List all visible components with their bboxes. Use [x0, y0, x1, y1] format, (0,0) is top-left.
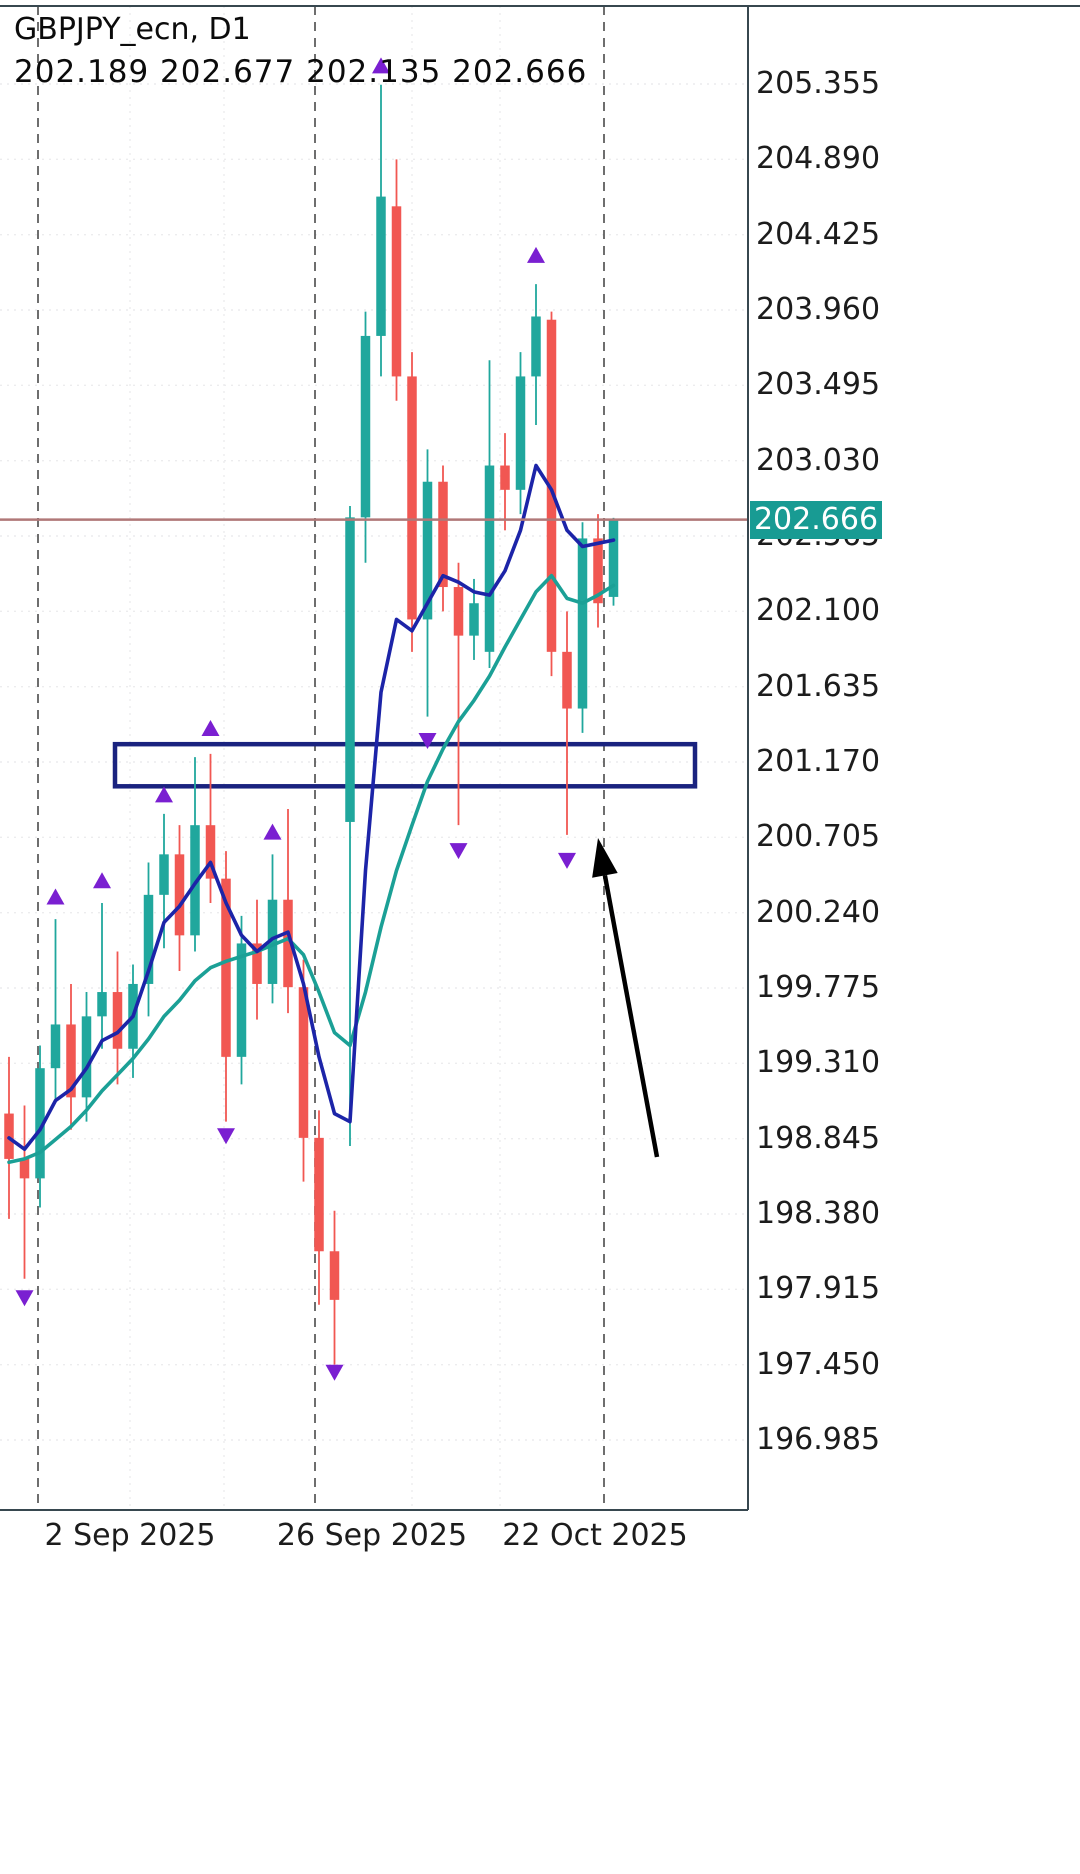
- candle-body: [484, 465, 495, 652]
- candle-body: [438, 481, 448, 588]
- candle-body: [515, 376, 526, 490]
- candle-body: [221, 878, 231, 1057]
- fractal-down-arrow: [418, 732, 437, 749]
- candle-body: [469, 603, 479, 636]
- candle-body: [453, 587, 464, 636]
- candle-body: [112, 992, 123, 1049]
- candle-body: [314, 1137, 324, 1252]
- candle-body: [593, 538, 603, 604]
- candle-body: [391, 206, 402, 377]
- date-axis-label: 26 Sep 2025: [276, 1518, 468, 1553]
- candle-body: [236, 943, 247, 1057]
- fractal-down-arrow: [15, 1290, 34, 1307]
- current-price-badge: 202.666: [750, 500, 882, 539]
- candle-body: [190, 825, 200, 936]
- candle-body: [577, 538, 588, 709]
- candle-body: [19, 1158, 30, 1179]
- candle-body: [298, 987, 309, 1138]
- time-axis: 2 Sep 2025 26 Sep 2025 22 Oct 2025: [0, 1514, 748, 1566]
- candle-body: [252, 943, 262, 984]
- fractal-down-arrow: [449, 843, 468, 860]
- candle-body: [531, 316, 541, 377]
- support-zone-rectangle[interactable]: [112, 741, 698, 789]
- candle-body: [50, 1024, 61, 1069]
- fractal-up-arrow: [46, 888, 65, 905]
- fractal-up-arrow: [93, 872, 111, 889]
- fractal-down-arrow: [217, 1128, 235, 1145]
- fractal-up-arrow: [372, 57, 390, 74]
- fractal-up-arrow: [263, 823, 282, 840]
- candle-body: [407, 376, 417, 620]
- fractal-up-arrow: [527, 246, 545, 263]
- candle-body: [174, 854, 185, 936]
- candle-body: [81, 1016, 92, 1098]
- candle-body: [35, 1068, 45, 1179]
- fractal-down-arrow: [558, 852, 576, 869]
- ohlc-readout: 202.189 202.677 202.135 202.666: [14, 54, 588, 90]
- fractal-up-arrow: [201, 719, 220, 736]
- candle-body: [345, 517, 355, 822]
- symbol-title: GBPJPY_ecn, D1: [14, 12, 251, 47]
- candle-body: [205, 825, 216, 879]
- candle-body: [360, 335, 371, 518]
- candle-body: [66, 1024, 76, 1098]
- candle-body: [562, 651, 572, 709]
- candle-body: [97, 992, 107, 1017]
- fractal-down-arrow: [325, 1364, 344, 1381]
- annotation-arrow-shaft[interactable]: [602, 874, 660, 1158]
- candle-body: [608, 519, 619, 597]
- candle-body: [159, 854, 169, 895]
- candle-body: [500, 465, 510, 490]
- date-axis-label: 22 Oct 2025: [502, 1518, 688, 1553]
- candle-body: [422, 481, 433, 620]
- annotation-arrow-head[interactable]: [592, 838, 618, 878]
- date-axis-label: 2 Sep 2025: [44, 1518, 216, 1553]
- ma-slow-line: [7, 573, 616, 1164]
- fractal-up-arrow: [155, 786, 173, 803]
- candle-body: [143, 894, 154, 984]
- candle-body: [267, 899, 278, 984]
- candle-body: [546, 319, 557, 652]
- ma-fast-line: [7, 463, 616, 1151]
- candle-body: [376, 196, 386, 336]
- candle-body: [283, 899, 293, 988]
- candle-body: [329, 1251, 340, 1300]
